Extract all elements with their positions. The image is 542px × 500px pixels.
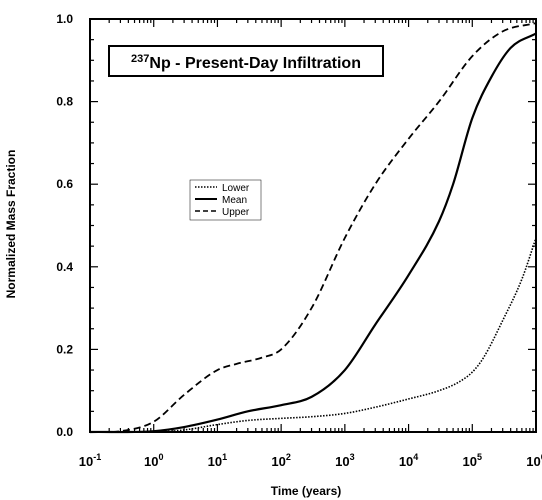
- series-line-upper: [89, 22, 537, 433]
- legend: Lower Mean Upper: [189, 179, 262, 221]
- x-tick-label-base: 10: [335, 454, 349, 469]
- chart-title-superscript: 237: [131, 53, 149, 65]
- x-tick-label-exponent: 6: [541, 452, 542, 462]
- x-tick-label: 106: [526, 452, 542, 469]
- x-tick-label-exponent: 2: [286, 452, 291, 462]
- x-tick-label-base: 10: [271, 454, 285, 469]
- x-tick-label: 105: [463, 452, 482, 469]
- y-tick-label: 1.0: [56, 12, 73, 26]
- x-tick-label: 10-1: [79, 452, 101, 469]
- x-tick-label-base: 10: [144, 454, 158, 469]
- y-tick-label: 0.2: [56, 342, 73, 356]
- x-tick-label-exponent: 3: [350, 452, 355, 462]
- x-tick-label-exponent: 5: [477, 452, 482, 462]
- x-tick-label: 102: [271, 452, 290, 469]
- y-tick-label: 0.0: [56, 425, 73, 439]
- legend-label-upper: Upper: [222, 207, 250, 218]
- legend-label-mean: Mean: [222, 195, 247, 206]
- x-axis-label: Time (years): [271, 484, 341, 498]
- series-line-lower: [89, 237, 537, 433]
- x-tick-label-exponent: 0: [158, 452, 163, 462]
- x-tick-label: 103: [335, 452, 354, 469]
- y-tick-label: 0.6: [56, 177, 73, 191]
- chart-title-text: Np - Present-Day Infiltration: [149, 55, 361, 72]
- y-axis-label: Normalized Mass Fraction: [4, 150, 18, 299]
- x-tick-label-exponent: 4: [413, 452, 418, 462]
- x-tick-label-base: 10: [79, 454, 93, 469]
- series-line-mean: [89, 32, 537, 434]
- x-tick-label-base: 10: [463, 454, 477, 469]
- x-tick-label-exponent: 1: [222, 452, 227, 462]
- x-tick-label: 104: [399, 452, 418, 469]
- plot-frame: [89, 18, 537, 433]
- x-tick-label-base: 10: [399, 454, 413, 469]
- x-tick-label-base: 10: [526, 454, 540, 469]
- chart-title: 237Np - Present-Day Infiltration: [131, 53, 361, 72]
- y-tick-label: 0.4: [56, 260, 73, 274]
- legend-label-lower: Lower: [222, 183, 250, 194]
- x-tick-label: 100: [144, 452, 163, 469]
- x-tick-label-base: 10: [208, 454, 222, 469]
- title-box: [108, 45, 384, 77]
- x-tick-label: 101: [208, 452, 227, 469]
- x-tick-label-exponent: -1: [93, 452, 101, 462]
- y-tick-label: 0.8: [56, 95, 73, 109]
